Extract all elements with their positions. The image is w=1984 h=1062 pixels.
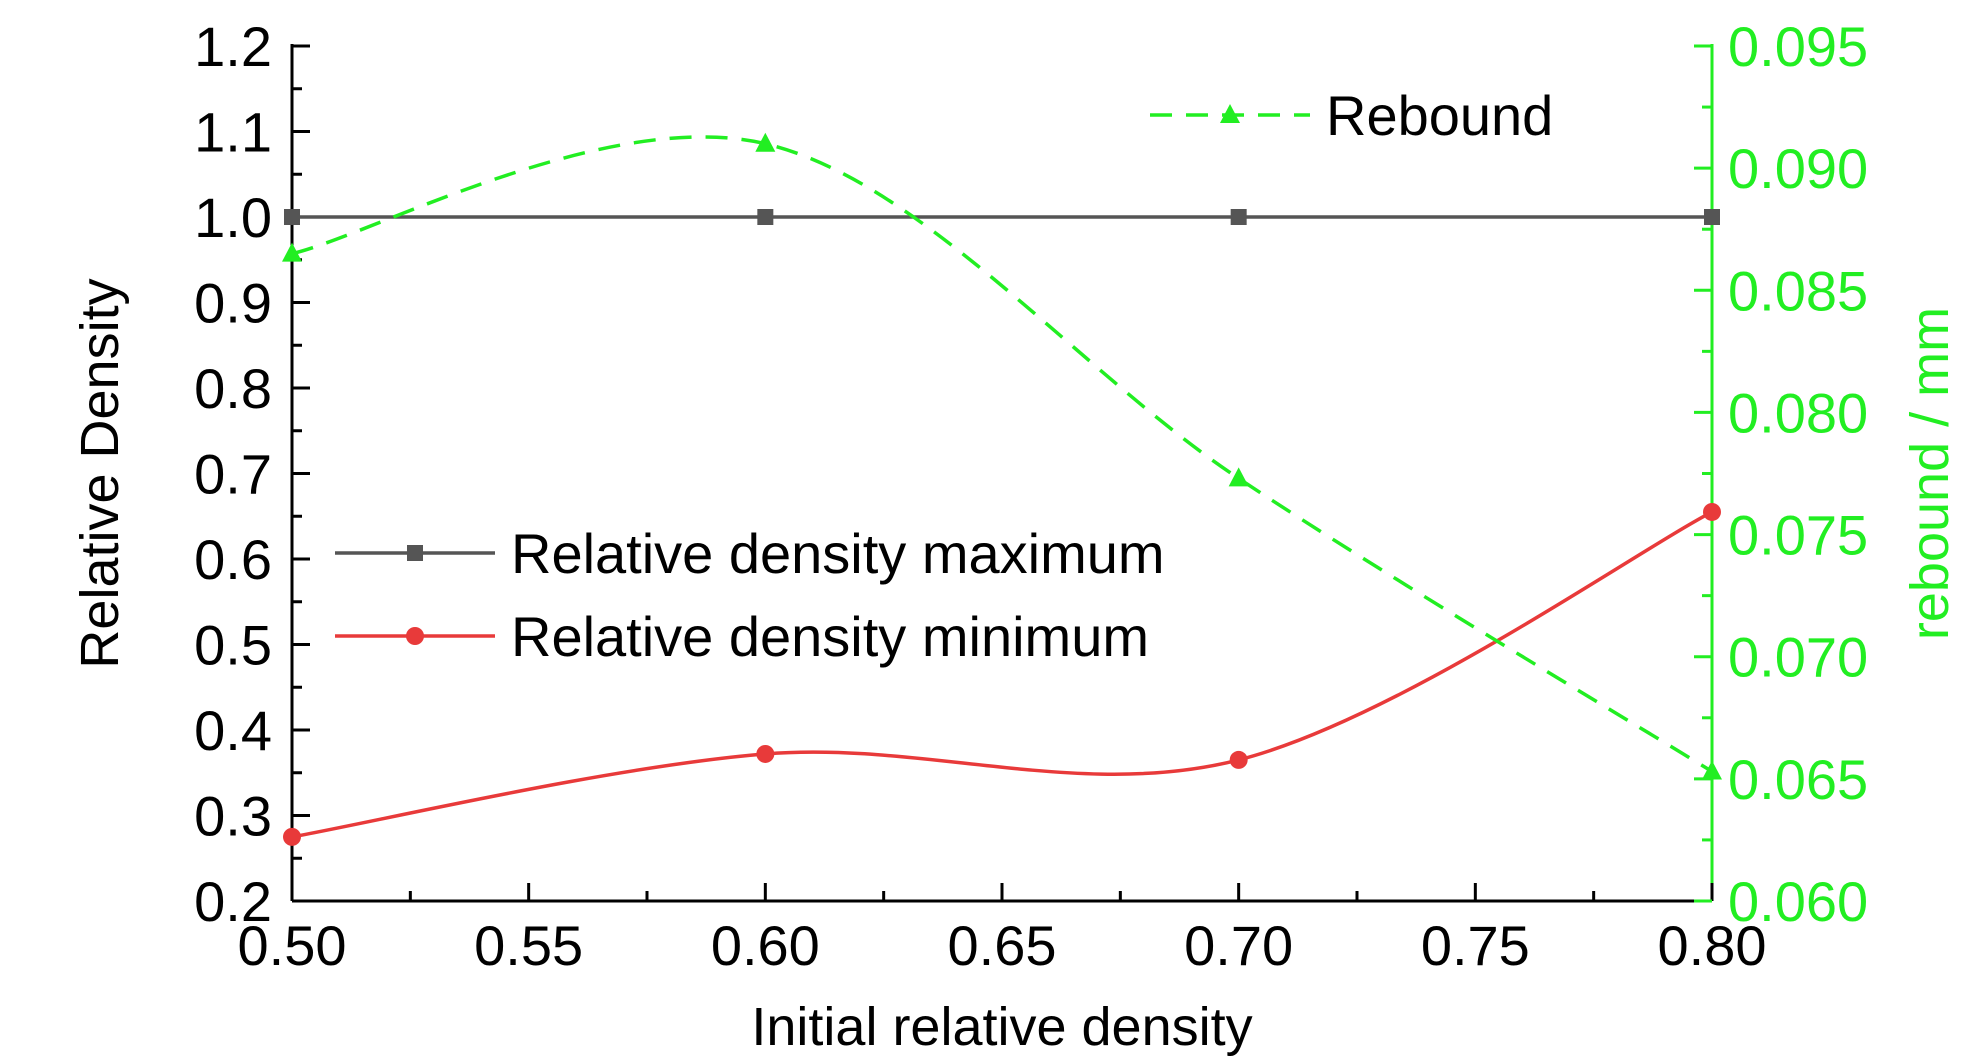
y-left-tick-label: 0.7 bbox=[194, 443, 272, 506]
x-tick-label: 0.50 bbox=[238, 914, 347, 977]
axes-layer: 0.50 0.55 0.60 0.65 0.70 0.75 0.80 0.2 0.3 0.4 0.5… bbox=[194, 15, 1868, 977]
x-tick-label: 0.80 bbox=[1658, 914, 1767, 977]
y-left-tick-label: 0.2 bbox=[194, 870, 272, 933]
y-left-tick-label: 0.3 bbox=[194, 785, 272, 848]
series-relative-density-minimum-point bbox=[283, 827, 301, 846]
series-relative-density-maximum-point bbox=[757, 209, 774, 225]
legend-item: Relative density maximum bbox=[335, 522, 1165, 585]
series-relative-density-maximum-point bbox=[1230, 209, 1247, 225]
legend-item: Rebound bbox=[1150, 84, 1553, 147]
y-right-tick-label: 0.090 bbox=[1728, 137, 1868, 200]
series-rebound-point bbox=[282, 242, 302, 262]
legend-swatch-marker bbox=[407, 545, 423, 561]
legend-label: Rebound bbox=[1326, 84, 1553, 147]
series-relative-density-minimum bbox=[283, 502, 1721, 846]
y-left-tick-label: 1.0 bbox=[194, 186, 272, 249]
y-right-tick-label: 0.075 bbox=[1728, 504, 1868, 567]
legend-item: Relative density minimum bbox=[335, 605, 1149, 668]
x-axis-title: Initial relative density bbox=[751, 997, 1252, 1057]
series-relative-density-minimum-point bbox=[1229, 750, 1248, 769]
legend-label: Relative density maximum bbox=[511, 522, 1165, 585]
x-tick-label: 0.60 bbox=[711, 914, 820, 977]
y-left-tick-label: 1.1 bbox=[194, 101, 272, 164]
y-right-tick-label: 0.085 bbox=[1728, 259, 1868, 322]
series-relative-density-minimum-point bbox=[756, 744, 775, 763]
legend-label: Relative density minimum bbox=[511, 605, 1149, 668]
legend-layer: Relative density maximum Relative density… bbox=[335, 84, 1553, 668]
x-tick-label: 0.70 bbox=[1184, 914, 1293, 977]
series-rebound-point bbox=[755, 132, 776, 152]
y-left-tick-label: 0.5 bbox=[194, 614, 272, 677]
series-relative-density-maximum-point bbox=[1704, 209, 1720, 225]
series-layer bbox=[282, 132, 1722, 846]
legend-swatch-marker bbox=[406, 627, 424, 645]
y-left-tick-label: 0.6 bbox=[194, 528, 272, 591]
y-right-tick-label: 0.095 bbox=[1728, 15, 1868, 78]
legend-swatch-marker bbox=[1220, 104, 1240, 123]
x-tick-label: 0.55 bbox=[474, 914, 583, 977]
y-left-tick-label: 1.2 bbox=[194, 15, 272, 78]
series-relative-density-minimum-point bbox=[1703, 502, 1721, 521]
series-rebound bbox=[282, 132, 1722, 780]
x-tick-label: 0.65 bbox=[948, 914, 1057, 977]
series-rebound-point bbox=[1228, 467, 1249, 487]
y-left-axis-title: Relative Density bbox=[70, 278, 130, 668]
y-left-tick-label: 0.8 bbox=[194, 357, 272, 420]
series-relative-density-maximum bbox=[284, 209, 1720, 225]
series-relative-density-minimum-line bbox=[291, 510, 1713, 839]
y-right-axis-title: rebound / mm bbox=[1900, 307, 1960, 640]
series-rebound-line bbox=[291, 135, 1713, 774]
y-right-tick-label: 0.070 bbox=[1728, 626, 1868, 689]
y-left-tick-label: 0.4 bbox=[194, 699, 272, 762]
x-tick-label: 0.75 bbox=[1421, 914, 1530, 977]
series-rebound-point bbox=[1702, 760, 1722, 780]
y-right-tick-label: 0.080 bbox=[1728, 381, 1868, 444]
series-relative-density-maximum-point bbox=[284, 209, 300, 225]
y-right-tick-label: 0.065 bbox=[1728, 748, 1868, 811]
y-right-tick-label: 0.060 bbox=[1728, 870, 1868, 933]
y-left-tick-label: 0.9 bbox=[194, 272, 272, 335]
